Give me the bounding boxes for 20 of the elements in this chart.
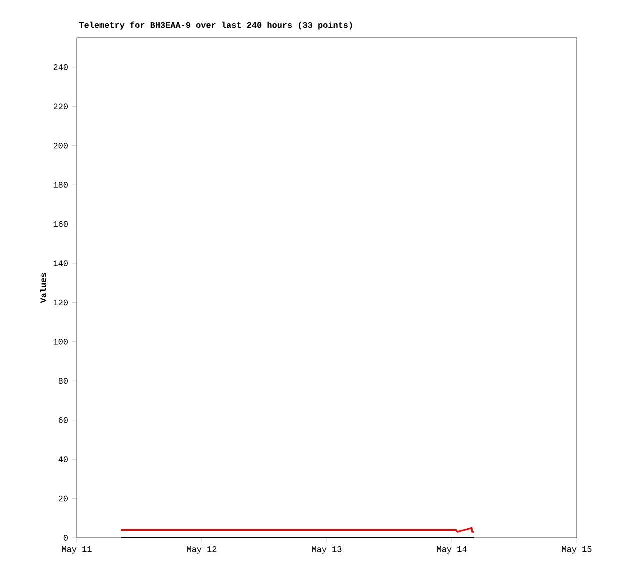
y-axis-title: Values	[40, 273, 46, 304]
x-tick-label: May 14	[437, 546, 467, 554]
y-tick-label: 80	[58, 378, 68, 384]
y-tick-label: 160	[54, 221, 68, 228]
chart-title: Telemetry for BH3EAA-9 over last 240 hours (33 points)	[79, 22, 352, 30]
y-tick-label: 0	[64, 535, 68, 541]
y-tick-label: 220	[54, 104, 68, 110]
y-tick-label: 200	[54, 142, 68, 149]
y-tick-label: 180	[54, 182, 68, 188]
y-tick-label: 240	[54, 64, 68, 70]
x-tick-label: May 13	[312, 546, 342, 554]
y-tick-label: 40	[58, 456, 68, 462]
y-tick-label: 20	[58, 496, 68, 502]
x-tick-label: May 11	[62, 546, 92, 554]
y-tick-label: 120	[54, 300, 68, 306]
x-tick-label: May 12	[187, 546, 217, 554]
x-tick-label: May 15	[562, 546, 592, 554]
y-tick-label: 60	[58, 417, 68, 424]
y-tick-label: 100	[54, 339, 68, 345]
y-tick-label: 140	[54, 260, 68, 266]
